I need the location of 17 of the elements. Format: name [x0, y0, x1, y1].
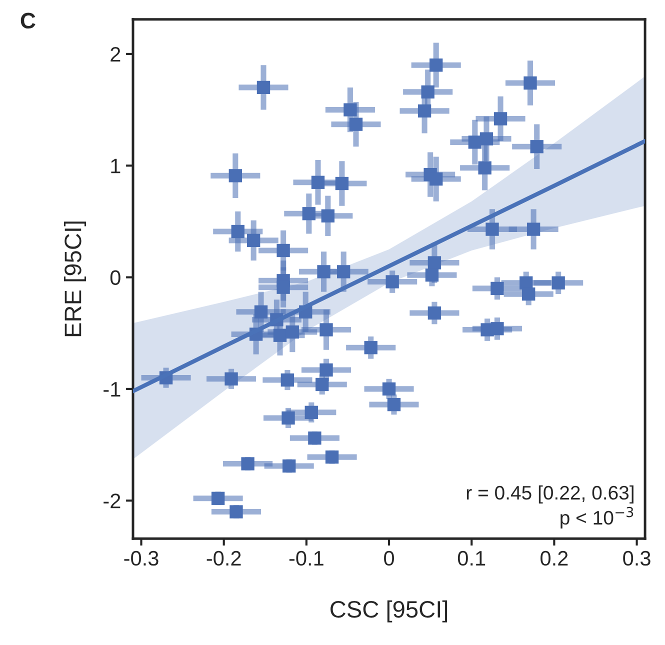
- y-tick-label: -1: [104, 382, 120, 396]
- x-tick-label: 0: [384, 550, 394, 566]
- x-tick-label: -0.1: [289, 550, 324, 566]
- y-axis-title: ERE [95CI]: [64, 222, 86, 336]
- y-tick-label: 1: [111, 158, 120, 174]
- x-tick-label: 0.2: [540, 550, 568, 566]
- x-tick-label: 0.1: [458, 550, 486, 566]
- x-axis-title: CSC [95CI]: [330, 600, 448, 622]
- x-tick-label: -0.2: [206, 550, 241, 566]
- chart-title: C: [20, 12, 36, 29]
- annotation: p < 10$^{−3}$: [560, 506, 634, 528]
- x-tick-label: 0.3: [623, 550, 650, 566]
- y-tick-label: 2: [110, 46, 120, 62]
- x-tick-label: -0.3: [124, 550, 158, 566]
- y-tick-label: -2: [104, 494, 120, 508]
- y-tick-label: 0: [110, 270, 120, 286]
- annotation: r = 0.45 [0.22, 0.63]: [466, 485, 634, 504]
